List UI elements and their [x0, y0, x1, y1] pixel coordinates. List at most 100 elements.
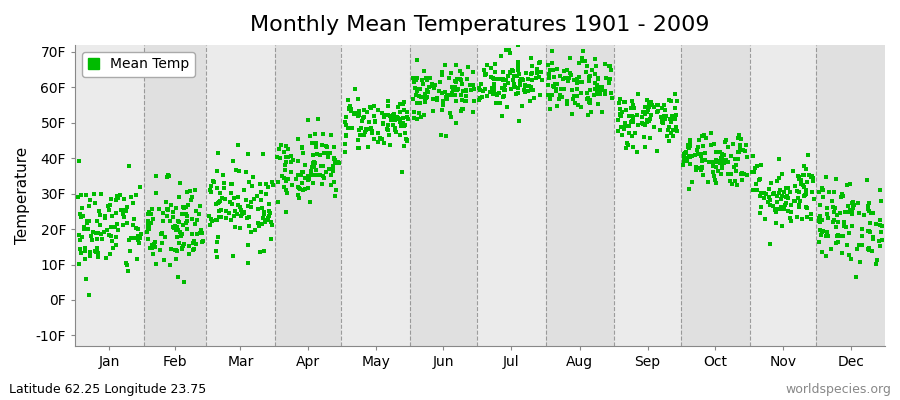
- Point: [291, 136, 305, 142]
- Point: [770, 193, 785, 200]
- Point: [459, 76, 473, 82]
- Point: [316, 173, 330, 180]
- Point: [813, 202, 827, 208]
- Point: [141, 225, 156, 232]
- Point: [729, 182, 743, 188]
- Point: [426, 108, 440, 114]
- Point: [90, 236, 104, 242]
- Point: [428, 82, 443, 88]
- Point: [71, 232, 86, 239]
- Point: [133, 231, 148, 237]
- Point: [410, 88, 425, 94]
- Point: [638, 144, 652, 150]
- Point: [852, 210, 867, 217]
- Point: [358, 129, 373, 135]
- Point: [422, 84, 436, 90]
- Point: [624, 119, 638, 126]
- Point: [694, 166, 708, 173]
- Point: [545, 92, 560, 98]
- Point: [245, 183, 259, 189]
- Point: [465, 68, 480, 75]
- Point: [562, 75, 576, 81]
- Point: [359, 125, 374, 132]
- Bar: [144, 45, 206, 346]
- Point: [780, 195, 795, 202]
- Point: [131, 236, 146, 243]
- Point: [382, 102, 396, 109]
- Point: [338, 114, 353, 120]
- Point: [532, 74, 546, 80]
- Point: [511, 42, 526, 48]
- Point: [574, 90, 589, 96]
- Point: [747, 169, 761, 176]
- Point: [684, 153, 698, 160]
- Point: [203, 188, 218, 195]
- Point: [92, 208, 106, 214]
- Point: [467, 85, 482, 92]
- Point: [861, 244, 876, 251]
- Point: [381, 127, 395, 133]
- Point: [845, 205, 859, 211]
- Bar: [75, 45, 144, 346]
- Point: [495, 69, 509, 76]
- Point: [144, 206, 158, 212]
- Point: [264, 235, 278, 242]
- Point: [413, 94, 428, 100]
- Point: [171, 274, 185, 281]
- Point: [486, 80, 500, 87]
- Point: [223, 199, 238, 206]
- Point: [708, 156, 723, 163]
- Point: [491, 76, 506, 82]
- Point: [188, 220, 202, 227]
- Point: [875, 236, 889, 243]
- Point: [364, 104, 378, 111]
- Point: [501, 47, 516, 54]
- Point: [480, 93, 494, 100]
- Point: [485, 74, 500, 81]
- Point: [605, 94, 619, 101]
- Point: [301, 177, 315, 184]
- Point: [117, 196, 131, 202]
- Point: [91, 230, 105, 236]
- Point: [731, 135, 745, 142]
- Point: [761, 186, 776, 193]
- Point: [381, 112, 395, 118]
- Point: [274, 155, 288, 161]
- Point: [253, 180, 267, 187]
- Point: [839, 224, 853, 230]
- Point: [513, 76, 527, 82]
- Point: [798, 204, 813, 211]
- Point: [412, 100, 427, 106]
- Point: [320, 143, 334, 149]
- Point: [85, 237, 99, 244]
- Point: [417, 68, 431, 74]
- Point: [454, 108, 469, 114]
- Point: [367, 102, 382, 109]
- Point: [224, 181, 238, 187]
- Point: [749, 181, 763, 188]
- Point: [454, 70, 469, 77]
- Point: [767, 190, 781, 196]
- Point: [194, 202, 208, 209]
- Point: [279, 142, 293, 149]
- Point: [212, 190, 227, 196]
- Point: [844, 209, 859, 215]
- Point: [170, 234, 184, 240]
- Point: [309, 172, 323, 178]
- Point: [804, 174, 818, 180]
- Point: [169, 205, 184, 211]
- Point: [778, 184, 793, 191]
- Point: [598, 88, 612, 94]
- Point: [391, 115, 405, 122]
- Point: [777, 206, 791, 212]
- Point: [163, 218, 177, 224]
- Point: [840, 242, 854, 248]
- Point: [381, 122, 395, 128]
- Point: [344, 108, 358, 114]
- Point: [79, 276, 94, 282]
- Point: [219, 215, 233, 221]
- Point: [109, 242, 123, 249]
- Point: [164, 202, 178, 208]
- Point: [861, 206, 876, 212]
- Point: [210, 254, 224, 261]
